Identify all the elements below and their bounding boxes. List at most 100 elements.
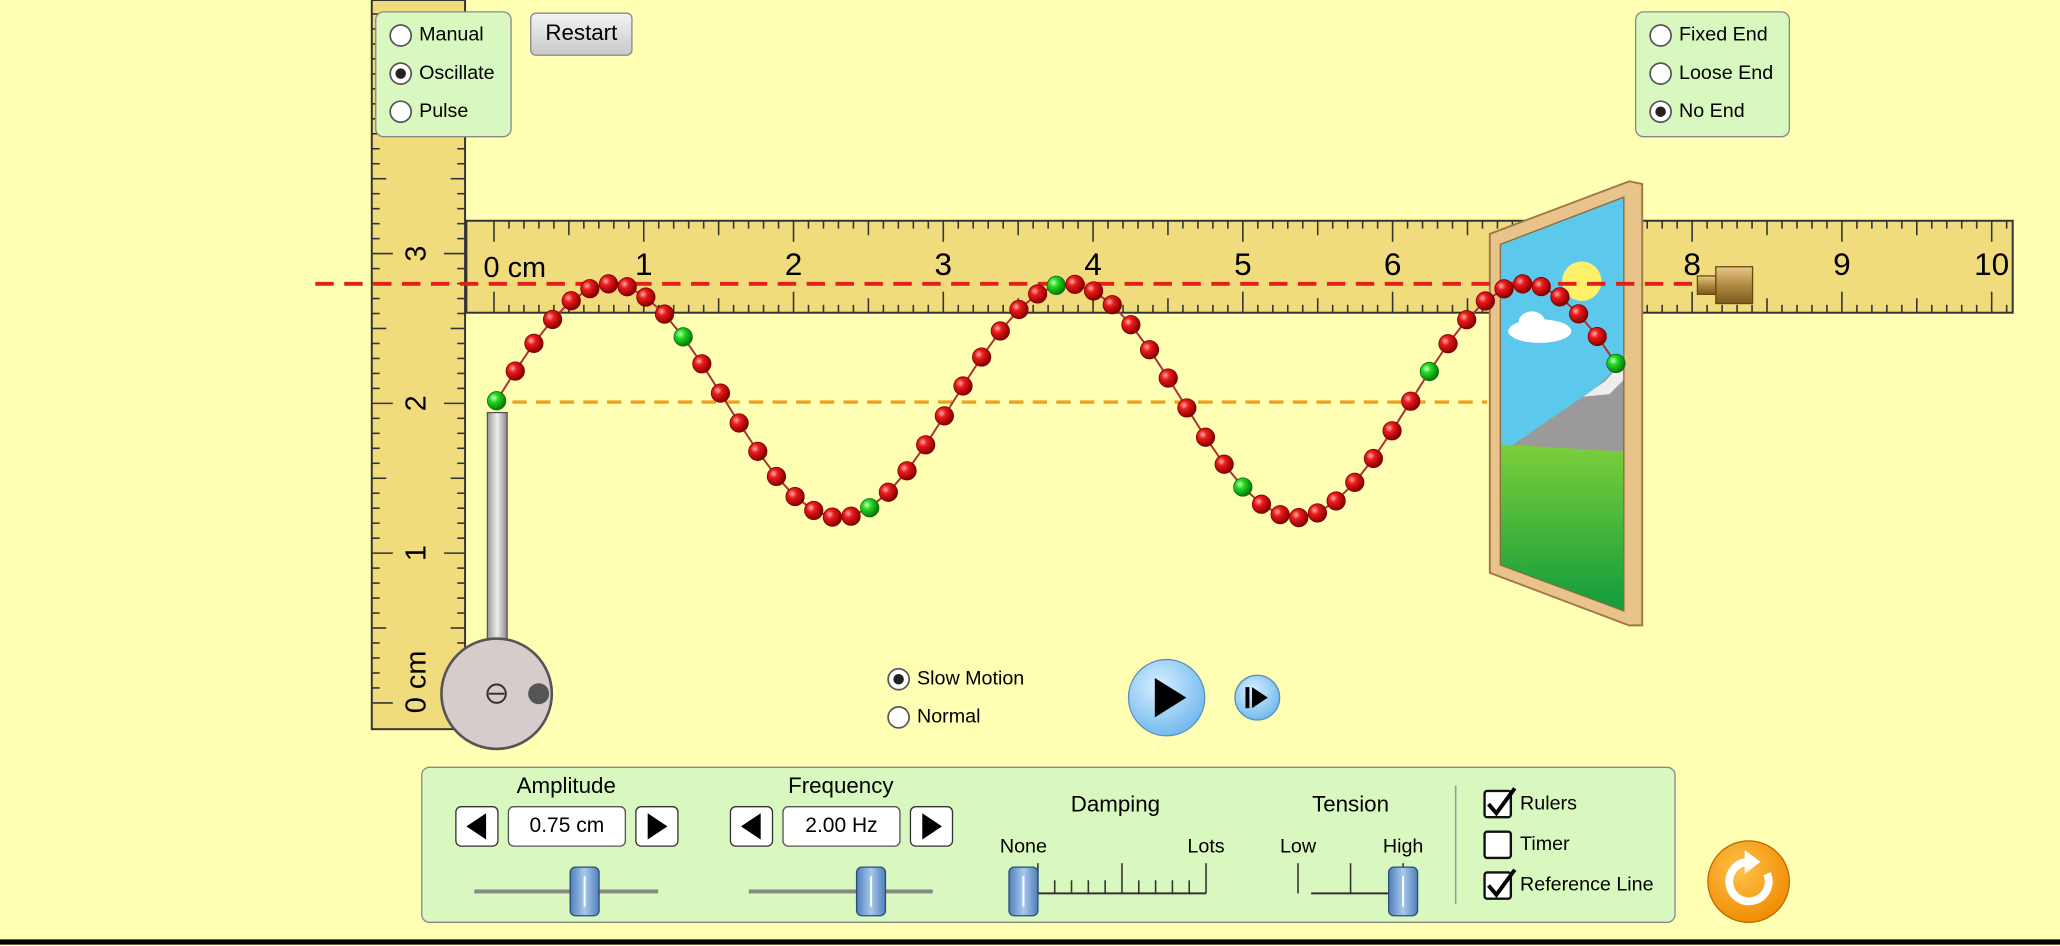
button-bg[interactable] [1707,840,1791,923]
bead [1401,391,1421,411]
bead [1531,277,1551,297]
bead [1475,291,1495,311]
play-button[interactable] [1127,658,1206,737]
checkbox-option[interactable]: Rulers [1483,787,1578,819]
bead [1102,295,1122,315]
bead [636,287,656,307]
label: 6 [1384,246,1402,282]
radio-button[interactable] [389,100,413,124]
bead [1009,299,1029,320]
radio-button[interactable] [887,705,910,729]
checkbox-option[interactable]: Reference Line [1483,868,1654,900]
bead [934,406,954,426]
slider-thumb[interactable] [855,866,887,917]
radio-button[interactable] [1649,62,1672,85]
oscillator-rod [486,411,508,650]
label: Low [1280,836,1317,858]
bead [673,327,693,347]
arrow-button[interactable] [635,806,679,847]
bead [897,461,917,481]
label: Lots [1187,836,1224,858]
bead [916,435,936,455]
wheel-pin [528,683,550,705]
label: 3 [935,246,953,282]
slider-thumb[interactable] [569,866,600,917]
radio-button[interactable] [389,24,413,47]
bead [561,291,581,311]
bead [487,391,507,411]
bead [1083,281,1104,301]
label: Damping [1071,791,1160,816]
radio-option[interactable]: Oscillate [389,62,495,85]
checkbox[interactable] [1483,871,1513,900]
radio-option[interactable]: Loose End [1649,62,1773,85]
bead [804,500,824,521]
reset-icon [1725,857,1773,906]
slider-track [748,889,933,894]
label: Fixed End [1679,24,1768,46]
bead [953,376,973,396]
radio-option[interactable]: Pulse [389,100,468,124]
radio-dot [395,68,406,79]
bead [766,466,787,487]
tension-control: Tension Low High [1280,791,1423,917]
bead [1438,334,1458,354]
arrow-button[interactable] [909,806,954,847]
bead [972,347,992,367]
slider-thumb[interactable] [1008,866,1039,917]
sun [1562,261,1602,301]
bead [1419,361,1439,382]
bead [841,506,861,526]
bead [1326,491,1346,511]
checkbox-option[interactable]: Timer [1483,830,1570,860]
arrow-icon [740,813,761,840]
radio-option[interactable]: Fixed End [1649,24,1768,47]
window-edge [1499,196,1625,612]
checkbox[interactable] [1483,830,1513,860]
restart-button[interactable]: Restart [530,12,633,56]
mountain-snow [1583,354,1624,397]
cloud [1518,311,1545,333]
value-box [507,806,627,847]
radio-button[interactable] [1649,24,1672,47]
clamp [1715,266,1754,305]
reset-arrow [1744,850,1761,874]
arrow-button[interactable] [729,806,774,847]
slider-thumb[interactable] [1388,866,1419,917]
arrow-icon [466,813,487,840]
radio-option[interactable]: No End [1649,100,1745,124]
bead [748,441,768,461]
bead [598,274,619,294]
arrow-icon [647,813,668,840]
label: Manual [419,24,484,46]
label: No End [1679,100,1745,122]
radio-option[interactable]: Normal [887,705,980,729]
button-bg[interactable] [530,12,633,56]
radio-option[interactable]: Slow Motion [887,667,1024,691]
string [487,274,1626,528]
step-button[interactable] [1234,674,1281,721]
bead [1158,368,1178,388]
arrow-button[interactable] [455,806,499,847]
radio-dot [1655,106,1666,117]
label: 3 [400,246,432,262]
window [1488,180,1644,627]
frequency-control: Frequency 2.00 Hz [729,773,954,917]
bead [1065,274,1085,294]
checkbox[interactable] [1483,789,1513,819]
horizontal-ruler [465,219,2014,314]
radio-option[interactable]: Manual [389,24,484,47]
step-icon [1252,687,1268,709]
bead [542,309,563,330]
bead [990,321,1010,341]
reset-all-button[interactable] [1707,840,1791,923]
label: 10 [1974,246,2009,282]
label: Rulers [1520,792,1577,814]
panel-bg [421,766,1676,923]
label: 9 [1833,246,1851,282]
bead [1139,340,1160,360]
bead [1233,477,1253,497]
bead [1513,274,1533,294]
bead [1214,454,1234,474]
